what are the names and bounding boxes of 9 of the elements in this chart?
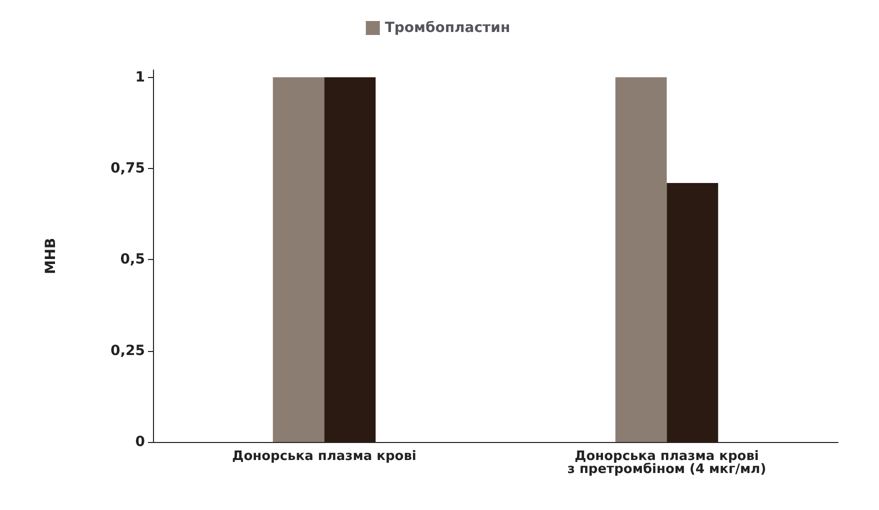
y-tick-label: 0 [135,434,146,450]
y-tick-label: 0,75 [110,160,145,176]
y-axis-title: МНВ [43,238,59,274]
x-tick-label: Донорська плазма крові з претромбіном (4 мкг/мл) [567,449,766,477]
y-tick-label: 0,5 [120,252,145,268]
x-tick-label: Донорська плазма крові [232,449,416,464]
y-tick-label: 0,25 [110,342,145,359]
legend-label: Тромбопластин [384,20,510,36]
y-tick-label: 1 [135,69,145,86]
